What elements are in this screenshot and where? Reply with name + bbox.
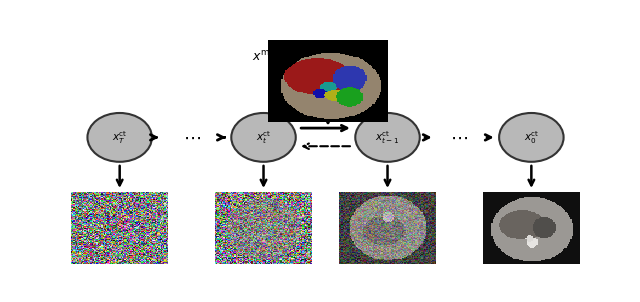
Text: $x^{\mathrm{mask}}$: $x^{\mathrm{mask}}$ [252,48,286,64]
Text: $x_T^{\mathrm{ct}}$: $x_T^{\mathrm{ct}}$ [112,129,127,146]
Ellipse shape [355,113,420,162]
Text: $\cdots$: $\cdots$ [451,128,468,146]
Text: $p_\theta(x_{t-1}^{\mathrm{ct}}|x_t^{\mathrm{ct}}, x^{\mathrm{mask}})$: $p_\theta(x_{t-1}^{\mathrm{ct}}|x_t^{\ma… [288,95,363,110]
Ellipse shape [231,113,296,162]
Text: $x_{t-1}^{\mathrm{ct}}$: $x_{t-1}^{\mathrm{ct}}$ [376,129,399,146]
Ellipse shape [499,113,564,162]
Text: $x_t^{\mathrm{ct}}$: $x_t^{\mathrm{ct}}$ [256,129,271,146]
Text: $x_0^{\mathrm{ct}}$: $x_0^{\mathrm{ct}}$ [524,129,539,146]
Ellipse shape [88,113,152,162]
Text: $\cdots$: $\cdots$ [182,128,200,146]
